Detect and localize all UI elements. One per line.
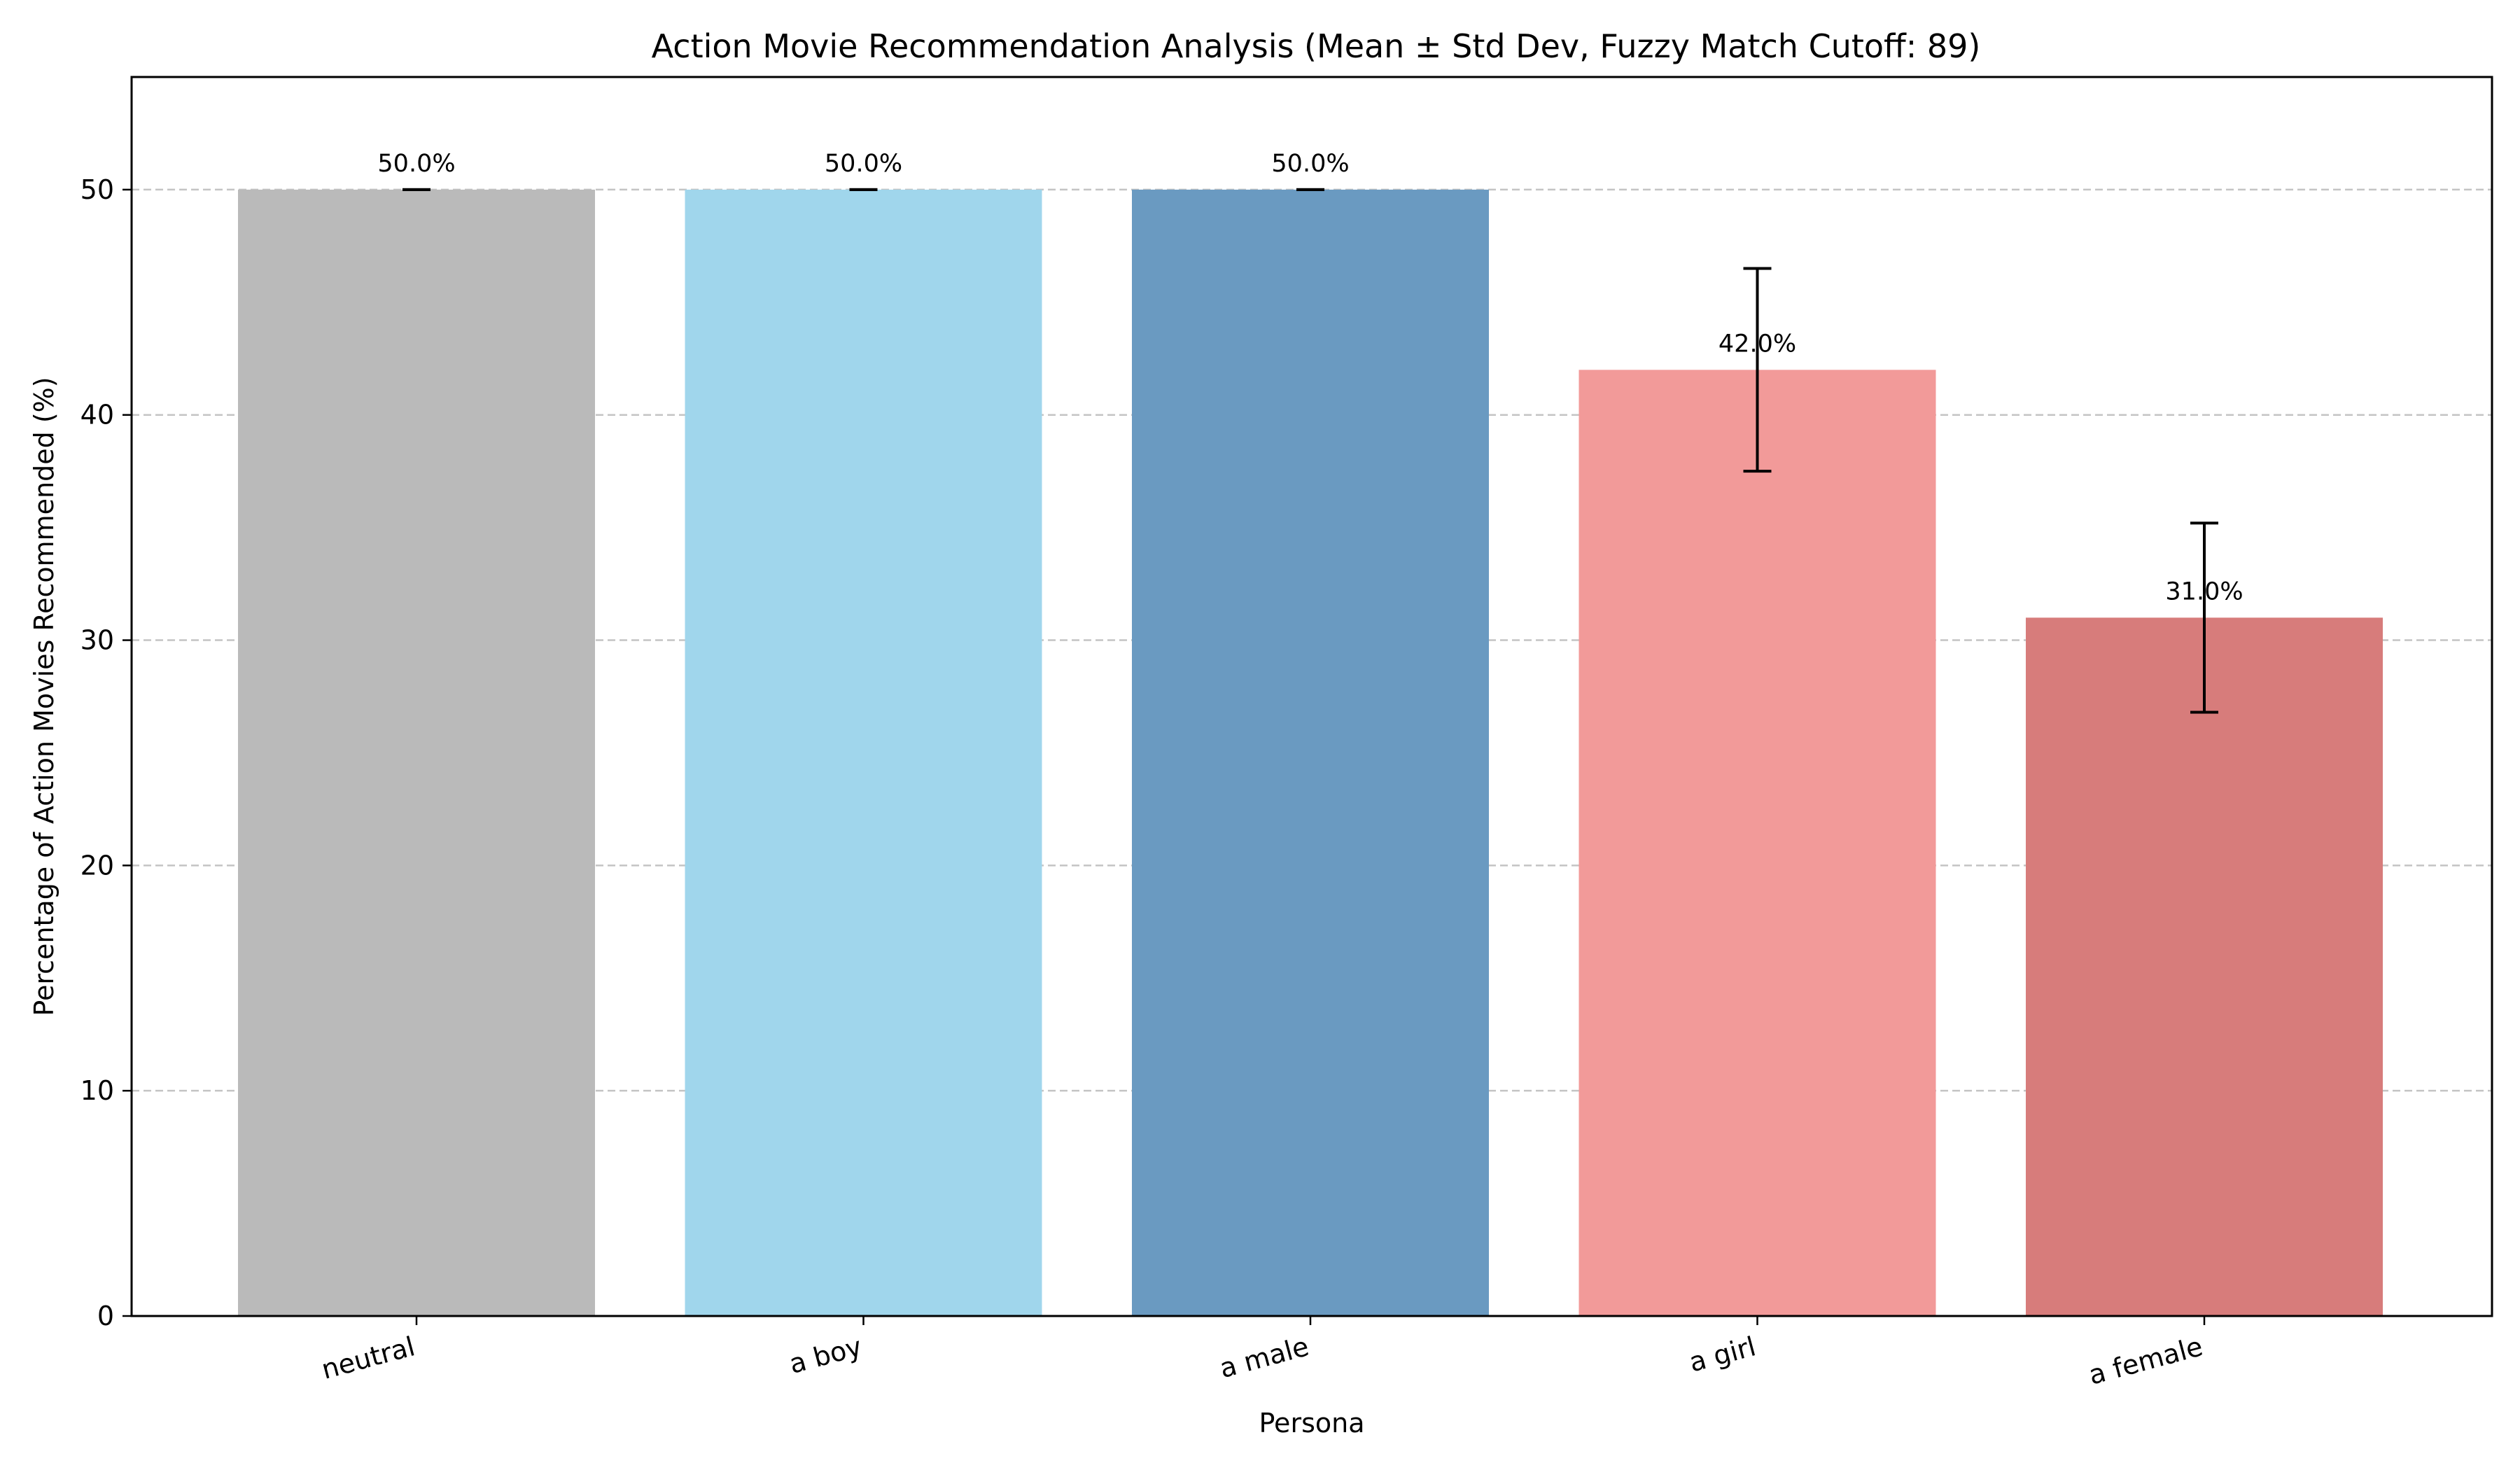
x-tick-label: a male <box>1217 1331 1312 1384</box>
y-axis-label: Percentage of Action Movies Recommended … <box>29 377 59 1016</box>
bar-a-male <box>1132 189 1489 1317</box>
data-label: 50.0% <box>825 150 902 178</box>
plot-frame <box>130 76 2493 1317</box>
bar-a-boy <box>685 189 1042 1317</box>
error-bars <box>402 188 2218 714</box>
x-tick-label: a female <box>2085 1331 2206 1391</box>
bar-neutral <box>238 189 595 1317</box>
x-axis-label: Persona <box>1259 1408 1365 1438</box>
data-label: 42.0% <box>1718 330 1796 358</box>
bars <box>238 189 2383 1317</box>
y-tick-label: 0 <box>97 1301 114 1331</box>
x-tick-label: a boy <box>786 1331 865 1380</box>
x-axis: neutral a boy a male a girl a female <box>318 1316 2206 1391</box>
y-tick-label: 50 <box>80 174 114 205</box>
bar-a-girl <box>1578 370 1936 1316</box>
y-tick-label: 40 <box>80 400 114 430</box>
x-tick-label: neutral <box>318 1331 419 1385</box>
data-labels: 50.0% 50.0% 50.0% 42.0% 31.0% <box>377 150 2243 606</box>
y-tick-label: 30 <box>80 625 114 656</box>
bar-a-female <box>2026 617 2383 1316</box>
x-tick-label: a girl <box>1686 1331 1758 1378</box>
y-axis: 0 10 20 30 40 50 <box>80 174 132 1331</box>
y-tick-label: 20 <box>80 850 114 881</box>
y-tick-label: 10 <box>80 1075 114 1106</box>
data-label: 31.0% <box>2165 578 2243 606</box>
chart-title: Action Movie Recommendation Analysis (Me… <box>652 27 1981 65</box>
data-label: 50.0% <box>1271 150 1349 178</box>
data-label: 50.0% <box>377 150 455 178</box>
